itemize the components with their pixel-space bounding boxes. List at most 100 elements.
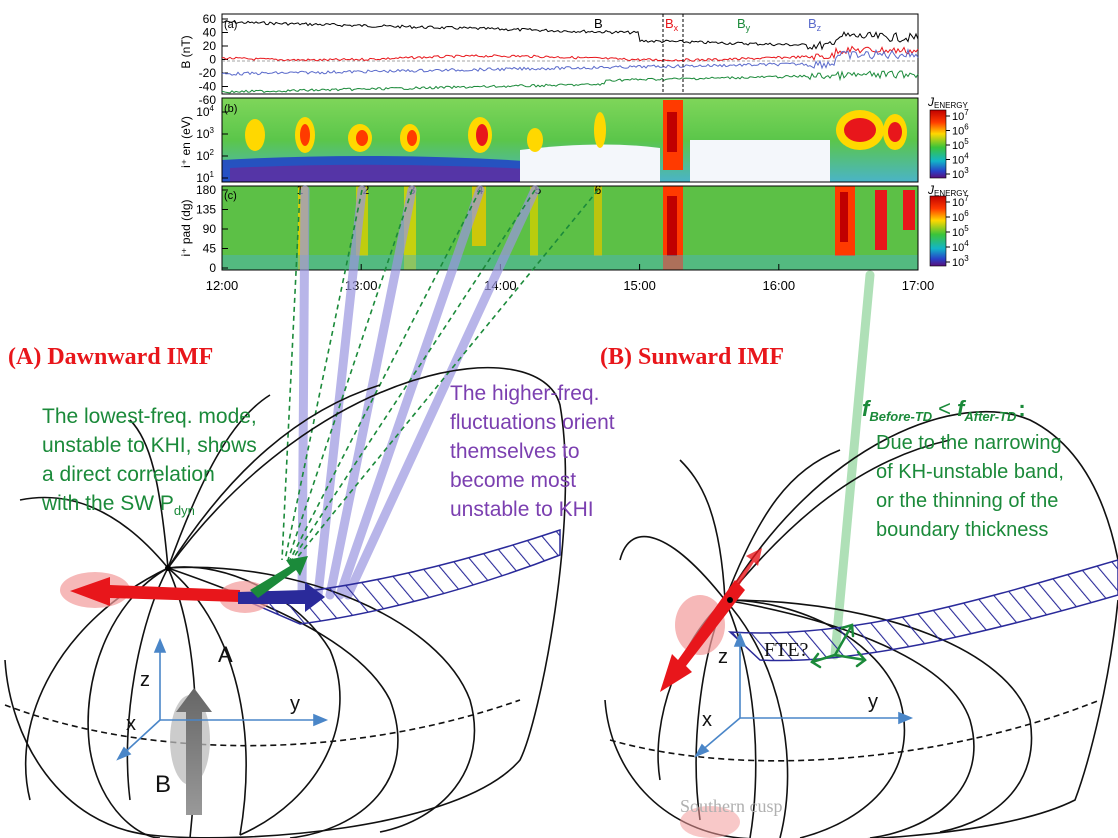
left-purple-note-line-1: The higher-freq. xyxy=(450,382,599,405)
panel-a-ytick: -40 xyxy=(199,80,217,94)
panel-a-ytick: 20 xyxy=(203,39,217,53)
left-title: (A) Dawnward IMF xyxy=(8,344,213,370)
green-dash-4 xyxy=(289,189,481,561)
right-z-label: z xyxy=(718,646,728,668)
trace-bx xyxy=(221,45,919,62)
right-note-line-4: boundary thickness xyxy=(876,519,1048,541)
colorbar-tick: 107 xyxy=(952,108,969,123)
panel-b-ytick: 104 xyxy=(196,104,214,119)
left-green-note-line-2: unstable to KHI, shows xyxy=(42,434,257,457)
left-purple-note: The higher-freq. fluctuations orient the… xyxy=(450,382,615,521)
colorbar-tick: 103 xyxy=(952,166,969,181)
left-label-a: A xyxy=(218,642,233,667)
panel-b-ytick: 102 xyxy=(196,148,214,163)
left-field-line-2 xyxy=(167,394,271,569)
colorbar-b-title: JENERGY xyxy=(927,95,968,110)
right-title: (B) Sunward IMF xyxy=(600,344,784,370)
panel-c-ytick: 135 xyxy=(196,203,216,217)
panel-a-letter: (a) xyxy=(224,19,237,31)
time-tick: 16:00 xyxy=(763,278,796,293)
colorbar-tick: 107 xyxy=(952,194,969,209)
colorbar-tick: 106 xyxy=(952,123,969,138)
panel-a-ytick: 40 xyxy=(203,26,217,40)
panel-c-ytick: 180 xyxy=(196,183,216,197)
right-field-line-3 xyxy=(679,459,726,601)
left-x-axis xyxy=(121,719,161,756)
green-dash-3 xyxy=(287,189,413,561)
left-green-arrow xyxy=(250,556,308,598)
colorbar-tick: 103 xyxy=(952,254,969,269)
left-navy-arrow xyxy=(238,582,325,612)
panel-a-ytick: -20 xyxy=(199,66,217,80)
panel-c-ytick: 90 xyxy=(203,222,217,236)
panel-c-yticks: 180 135 90 45 0 xyxy=(196,183,228,275)
right-note: fBefore-TD < fAfter-TD: Due to the narrowi… xyxy=(862,396,1064,541)
right-field-line-2 xyxy=(724,449,841,601)
purple-band-4 xyxy=(335,185,485,600)
right-note-line-2: of KH-unstable band, xyxy=(876,461,1064,483)
left-equator xyxy=(4,699,521,747)
green-dash-5 xyxy=(291,189,536,561)
left-green-note-line-1: The lowest-freq. mode, xyxy=(42,405,257,428)
right-x-arrowhead xyxy=(694,743,710,758)
right-y-label: y xyxy=(868,691,878,713)
left-z-arrowhead xyxy=(153,637,167,653)
left-gray-arrow xyxy=(176,688,212,815)
right-equator xyxy=(609,699,1101,762)
trace-by xyxy=(221,70,919,94)
right-cusp-blob xyxy=(675,595,725,655)
right-x-label: x xyxy=(702,709,712,731)
left-red-arrow xyxy=(70,577,240,606)
panel-b-ytick: 103 xyxy=(196,126,214,141)
panel-a-ytick: 60 xyxy=(203,12,217,26)
purple-band-3 xyxy=(325,185,417,600)
panel-b-spectrogram xyxy=(222,100,907,182)
panel-b-yticks: 104 103 102 101 xyxy=(196,104,228,185)
panel-c-ylabel: i⁺ pad (dg) xyxy=(179,199,193,256)
event-marker-6: 6 xyxy=(595,183,602,197)
left-purple-note-line-2: fluctuations orient xyxy=(450,411,615,434)
right-outer-boundary-bottom xyxy=(604,599,1118,838)
panel-b-letter: (b) xyxy=(224,103,237,115)
panel-a-ytick: -60 xyxy=(199,93,217,107)
right-red-arrow xyxy=(660,580,745,692)
fte-label: FTE? xyxy=(764,639,809,661)
panel-a-ylabel: B (nT) xyxy=(179,35,193,68)
colorbar-tick: 104 xyxy=(952,239,969,254)
right-field-line-5 xyxy=(724,599,906,838)
left-z-label: z xyxy=(140,669,150,691)
colorbar-tick: 106 xyxy=(952,209,969,224)
right-field-line-7 xyxy=(724,599,1033,833)
purple-band-5 xyxy=(343,185,540,600)
colorbar-c-title: JENERGY xyxy=(927,183,968,198)
purple-band-1 xyxy=(297,185,310,600)
legend-by: By xyxy=(737,16,751,33)
right-origin-point xyxy=(727,597,733,603)
right-z-arrowhead xyxy=(733,631,747,647)
right-southern-cusp-blob xyxy=(680,806,740,838)
right-note-line-1: Due to the narrowing xyxy=(876,432,1062,454)
left-x-arrowhead xyxy=(116,746,132,761)
legend-bx: Bx xyxy=(665,16,679,33)
panel-b-ylabel: i⁺ en (eV) xyxy=(179,116,193,168)
left-field-line-1 xyxy=(167,384,381,569)
panel-b-ytick: 101 xyxy=(196,170,214,185)
left-purple-note-line-5: unstable to KHI xyxy=(450,498,594,521)
left-y-arrowhead xyxy=(313,713,329,727)
right-red-arrow-up xyxy=(725,548,762,600)
left-field-line-5 xyxy=(167,566,341,836)
left-field-line-4 xyxy=(19,496,169,569)
left-axes xyxy=(116,637,329,761)
right-formula: fBefore-TD < fAfter-TD: xyxy=(862,396,1026,424)
left-green-note-line-3: a direct correlation xyxy=(42,463,215,486)
right-magnetosphere xyxy=(604,410,1118,838)
green-dash-1 xyxy=(281,189,301,561)
left-purple-note-line-3: themselves to xyxy=(450,440,580,463)
left-x-label: x xyxy=(126,713,136,735)
time-tick: 17:00 xyxy=(902,278,935,293)
trace-bz xyxy=(221,48,919,76)
left-purple-note-line-4: become most xyxy=(450,469,576,492)
